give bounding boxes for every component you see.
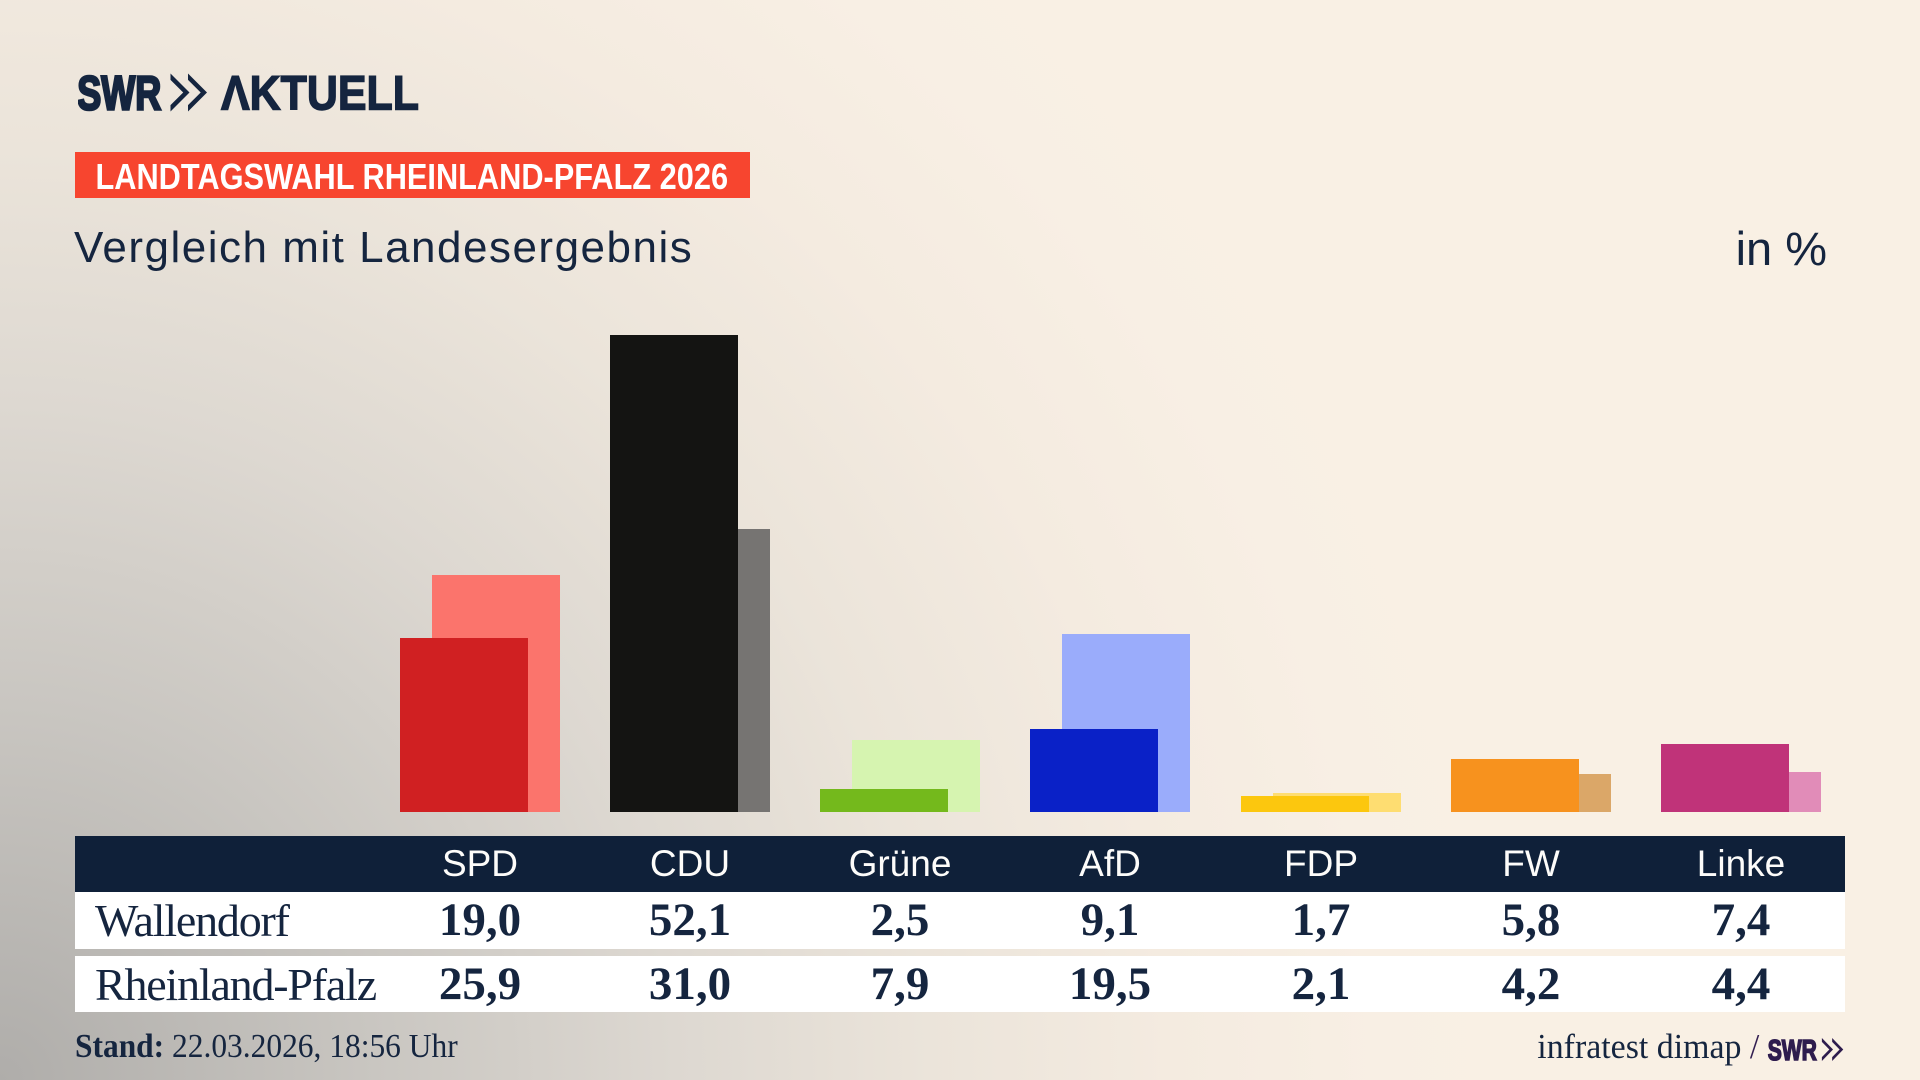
- svg-text:ΛKTUELL: ΛKTUELL: [221, 73, 419, 112]
- svg-text:SWR: SWR: [78, 73, 161, 112]
- svg-text:SWR: SWR: [1768, 1038, 1817, 1061]
